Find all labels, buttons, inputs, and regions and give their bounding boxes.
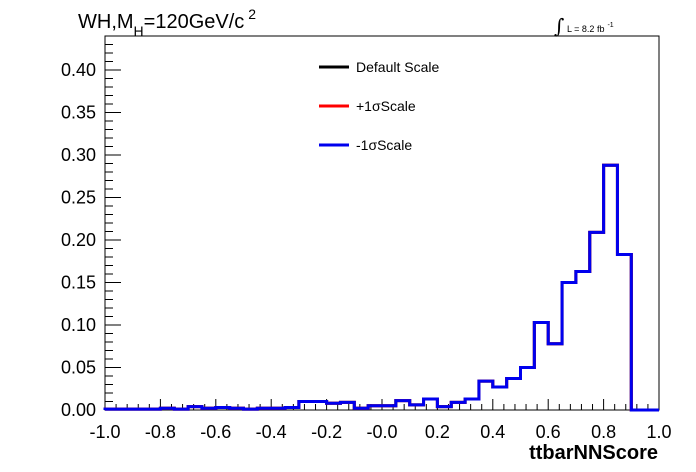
- x-tick-label: -0.4: [256, 422, 287, 442]
- y-tick-label: 0.25: [61, 188, 96, 208]
- lumi-integral: ∫: [554, 14, 564, 38]
- legend-label-plus: +1σScale: [356, 98, 416, 114]
- x-tick-label: -0.8: [145, 422, 176, 442]
- series-line-2: [103, 163, 659, 412]
- x-tick-label: 1.0: [646, 422, 671, 442]
- lumi-sup: -1: [607, 22, 613, 29]
- legend: Default Scale +1σScale -1σScale: [319, 59, 439, 153]
- x-tick-label: 0.6: [536, 422, 561, 442]
- axis-ticks: [104, 35, 660, 411]
- title-rest: =120GeV/c: [144, 11, 245, 33]
- x-tick-label: -1.0: [89, 422, 120, 442]
- y-tick-label: 0.05: [61, 358, 96, 378]
- y-tick-label: 0.20: [61, 230, 96, 250]
- x-tick-label: -0.2: [311, 422, 342, 442]
- series-line-0: [103, 163, 659, 412]
- y-tick-label: 0.35: [61, 103, 96, 123]
- y-tick-label: 0.10: [61, 315, 96, 335]
- legend-label-default: Default Scale: [356, 59, 439, 75]
- x-tick-label: -0.0: [366, 422, 397, 442]
- y-tick-label: 0.00: [61, 400, 96, 420]
- legend-label-minus: -1σScale: [356, 137, 412, 153]
- chart-title: WH,MH=120GeV/c 2: [78, 6, 256, 39]
- y-tick-label: 0.30: [61, 145, 96, 165]
- x-axis-label: ttbarNNScore: [529, 442, 658, 464]
- title-sub: H: [134, 23, 144, 39]
- x-tick-label: 0.2: [425, 422, 450, 442]
- series-line-1: [103, 163, 659, 412]
- lumi-label: L = 8.2 fb -1: [567, 22, 614, 34]
- plot-frame: [104, 35, 660, 411]
- title-base: WH,M: [78, 11, 134, 33]
- x-tick-label: -0.6: [200, 422, 231, 442]
- y-tick-label: 0.40: [61, 60, 96, 80]
- series-group: [103, 163, 659, 412]
- axis-tick-labels: -1.0 -0.8 -0.6 -0.4 -0.2 -0.0 0.2 0.4 0.6 0.8 1.0 0…: [61, 60, 672, 442]
- y-tick-label: 0.15: [61, 273, 96, 293]
- x-tick-label: 0.4: [480, 422, 505, 442]
- title-sup: 2: [248, 6, 256, 22]
- lumi-text: L = 8.2 fb: [567, 24, 604, 34]
- x-tick-label: 0.8: [591, 422, 616, 442]
